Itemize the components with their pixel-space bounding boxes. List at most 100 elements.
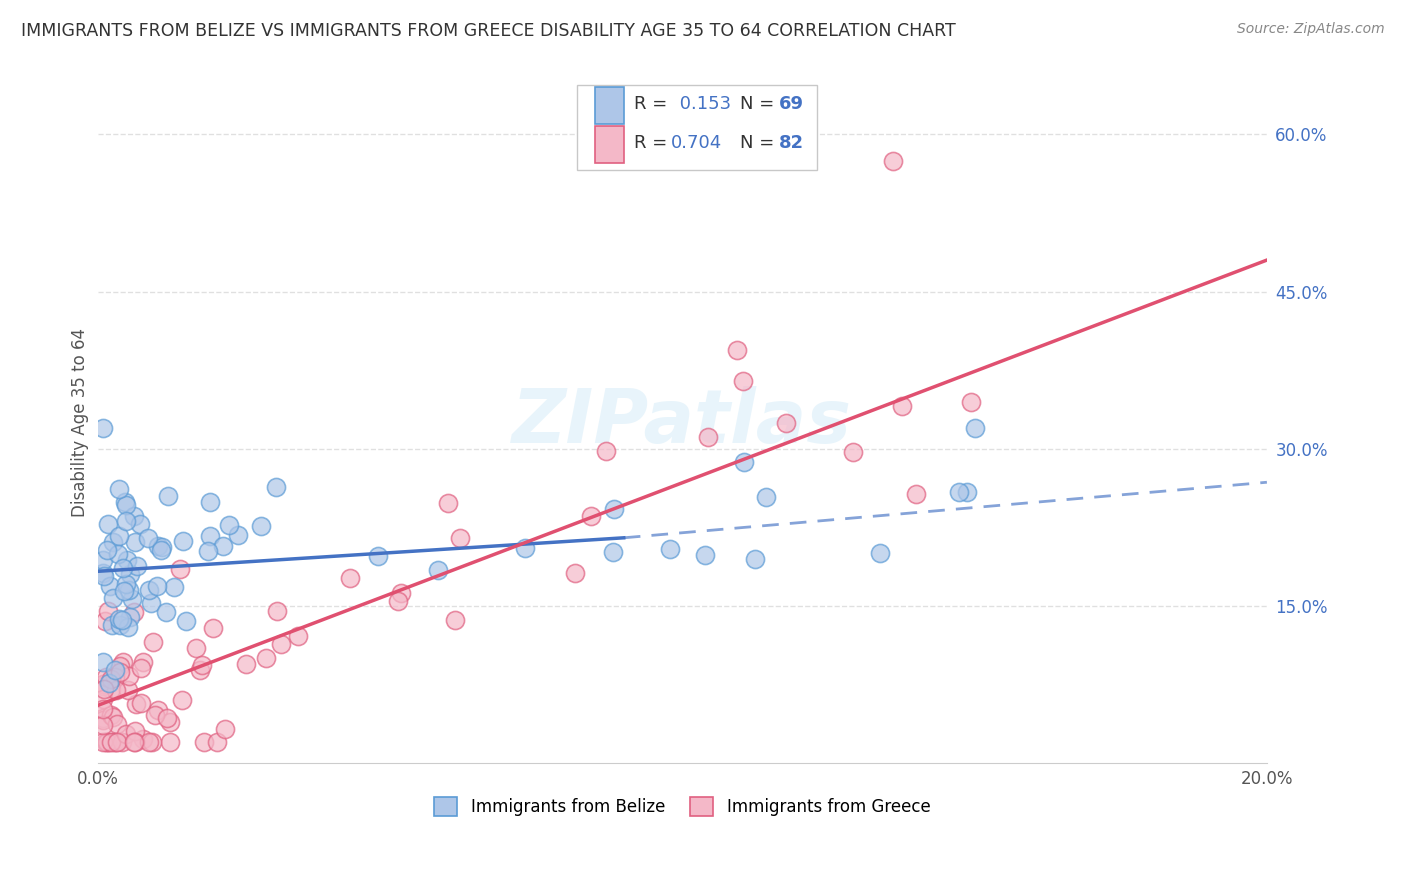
Point [202,621,225,635]
Point [159,735,181,749]
Text: IMMIGRANTS FROM BELIZE VS IMMIGRANTS FROM GREECE DISABILITY AGE 35 TO 64 CORRELA: IMMIGRANTS FROM BELIZE VS IMMIGRANTS FRO… [21,22,956,40]
Text: 0.153: 0.153 [673,95,731,112]
Point [115,553,138,567]
Point [93,713,115,727]
Point [603,502,626,516]
Point [93,568,115,582]
Point [146,703,169,717]
Point [124,735,146,749]
Point [105,683,128,698]
Point [339,571,361,585]
Point [127,558,149,573]
Text: ZIPatlas: ZIPatlas [512,386,852,459]
Point [841,445,863,459]
Point [733,374,755,388]
Point [159,715,181,730]
Point [97,603,120,617]
Point [121,592,143,607]
Point [93,614,115,628]
Point [882,153,904,168]
Point [122,605,145,619]
Point [118,583,141,598]
Point [118,610,141,624]
Point [120,567,142,582]
Point [146,579,169,593]
Point [103,735,125,749]
Point [93,655,115,669]
Point [387,594,409,608]
Point [444,613,467,627]
Point [132,732,155,747]
Point [138,583,160,598]
Point [367,549,389,564]
Point [287,629,309,643]
Point [775,416,797,430]
Point [104,735,127,749]
Point [564,566,586,580]
Point [97,516,120,531]
Point [108,529,131,543]
Point [97,676,120,690]
Point [169,562,191,576]
Point [141,735,163,749]
Point [905,487,928,501]
Point [93,421,115,435]
Point [101,709,124,723]
Point [117,620,139,634]
Point [112,560,135,574]
Point [602,545,624,559]
Point [93,553,115,567]
Point [93,718,115,732]
Point [235,657,257,672]
Point [136,531,159,545]
Point [93,701,115,715]
Point [114,498,136,512]
Point [104,670,127,684]
Point [266,604,288,618]
Point [513,541,536,555]
Text: 0.704: 0.704 [671,134,721,152]
Point [170,692,193,706]
Point [108,618,131,632]
Point [115,576,138,591]
Point [186,640,208,655]
Point [254,651,277,665]
Point [198,495,221,509]
Point [101,617,124,632]
Point [197,544,219,558]
Point [890,399,912,413]
Point [755,490,778,504]
Point [122,509,145,524]
Point [270,637,292,651]
Point [697,430,720,444]
Bar [595,126,624,163]
Point [693,548,716,562]
Point [129,517,152,532]
Point [96,735,118,749]
Point [725,343,748,357]
Point [146,539,169,553]
Point [93,691,115,706]
Point [94,670,117,684]
Point [107,547,129,561]
Point [143,707,166,722]
Point [389,585,412,599]
Point [114,495,136,509]
Text: 69: 69 [779,95,804,112]
Point [112,583,135,598]
Point [124,735,146,749]
Point [249,519,271,533]
Point [139,596,162,610]
Legend: Immigrants from Belize, Immigrants from Greece: Immigrants from Belize, Immigrants from … [427,790,938,823]
Point [659,541,682,556]
Point [427,563,450,577]
Point [105,717,128,731]
Point [117,683,139,698]
Point [96,735,118,749]
Point [111,613,134,627]
Point [129,661,152,675]
Point [579,509,602,524]
Point [959,395,981,409]
Point [93,566,115,580]
Point [191,657,214,672]
